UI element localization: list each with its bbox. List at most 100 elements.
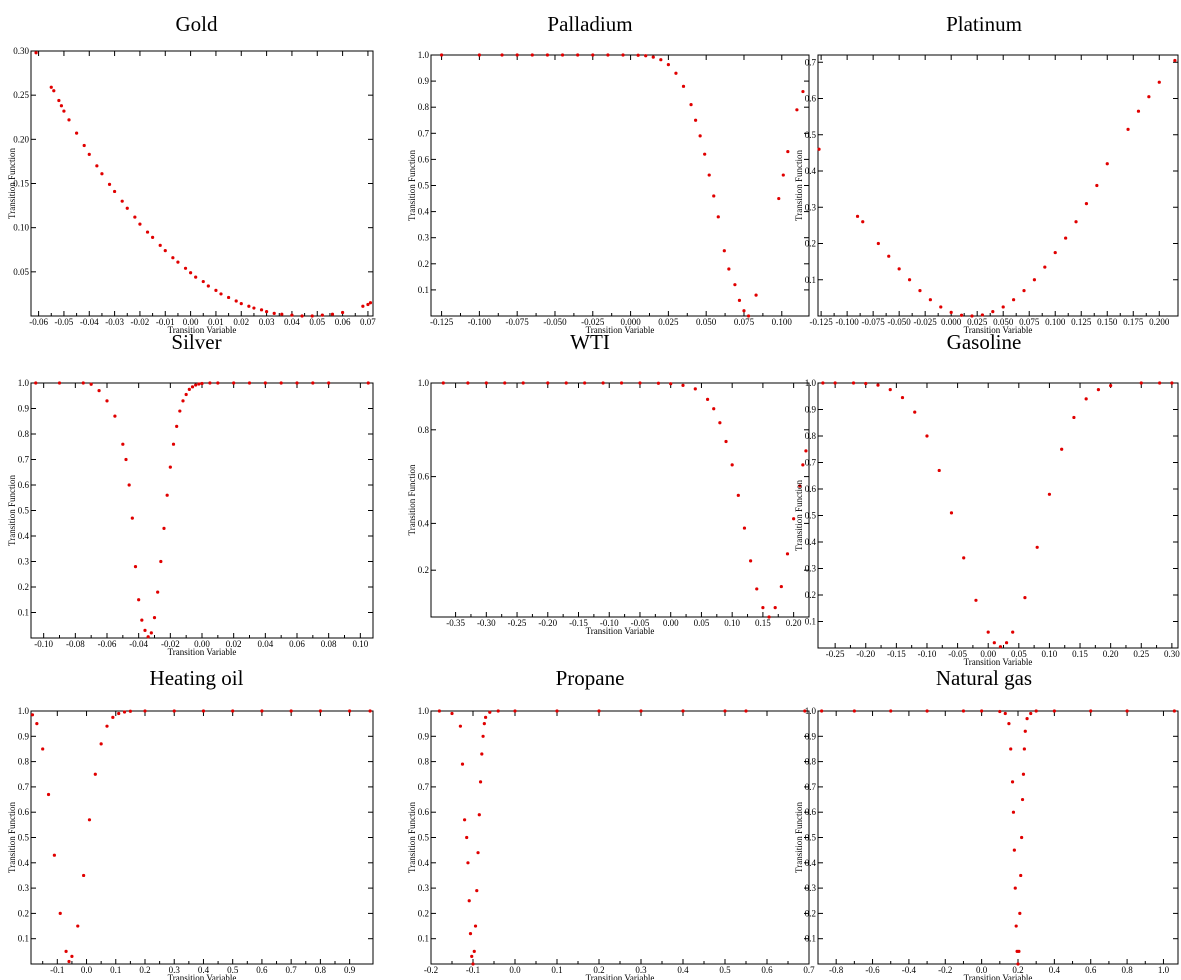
data-point bbox=[82, 873, 86, 878]
chart-title: WTI bbox=[570, 330, 610, 354]
data-point bbox=[145, 230, 150, 234]
x-tick-label: -0.10 bbox=[34, 639, 53, 649]
data-point bbox=[35, 722, 39, 726]
x-tick-label: -0.25 bbox=[508, 618, 527, 628]
data-point bbox=[143, 628, 147, 632]
y-tick-label: 0.7 bbox=[805, 458, 817, 468]
data-point bbox=[1136, 109, 1141, 113]
data-point bbox=[1084, 397, 1088, 401]
data-point bbox=[974, 598, 978, 602]
data-point bbox=[458, 724, 462, 728]
x-tick-label: 0.075 bbox=[1019, 317, 1040, 327]
chart-plot-gasoline: -0.25 -0.20 -0.15 -0.10 -0.05 0.00 0.05 0.10 0.1… bbox=[794, 378, 1180, 667]
data-point bbox=[821, 381, 825, 385]
data-point bbox=[124, 457, 128, 462]
plot-frame bbox=[430, 710, 810, 965]
data-point bbox=[163, 249, 167, 253]
data-point bbox=[481, 734, 485, 738]
x-tick-label: -0.075 bbox=[862, 317, 886, 327]
chart-title: Propane bbox=[555, 666, 625, 690]
data-point bbox=[852, 709, 856, 713]
data-point bbox=[46, 792, 51, 797]
y-tick-label: 0.6 bbox=[418, 807, 430, 817]
data-point bbox=[368, 301, 373, 305]
data-point bbox=[992, 641, 996, 645]
data-point bbox=[998, 709, 1002, 714]
x-tick-label: -0.6 bbox=[865, 965, 880, 975]
x-tick-label: 0.7 bbox=[803, 965, 815, 975]
chart-title: Platinum bbox=[946, 12, 1022, 36]
y-tick-label: 0.5 bbox=[418, 833, 430, 843]
data-point bbox=[67, 959, 71, 964]
data-point bbox=[201, 279, 205, 284]
data-point bbox=[746, 314, 751, 318]
data-point bbox=[621, 53, 625, 57]
data-point bbox=[1011, 630, 1015, 634]
data-point bbox=[761, 606, 765, 610]
data-point bbox=[311, 381, 315, 385]
x-tick-label: 0.04 bbox=[284, 317, 300, 327]
x-tick-label: 0.08 bbox=[321, 639, 337, 649]
chart-title: Gasoline bbox=[946, 330, 1022, 354]
data-point bbox=[619, 381, 624, 385]
data-point bbox=[786, 149, 790, 154]
data-point bbox=[754, 293, 758, 297]
data-point bbox=[1018, 911, 1022, 915]
data-point bbox=[231, 709, 235, 713]
x-tick-label: 0.1 bbox=[110, 965, 121, 975]
y-axis-label: Transition Function bbox=[407, 464, 417, 535]
data-point bbox=[175, 424, 179, 428]
y-tick-label: 0.8 bbox=[18, 757, 30, 767]
x-tick-label: 0.01 bbox=[208, 317, 224, 327]
data-point bbox=[795, 108, 799, 112]
data-point bbox=[851, 381, 856, 385]
x-tick-label: 0.6 bbox=[761, 965, 773, 975]
x-tick-label: -0.20 bbox=[538, 618, 557, 628]
y-tick-label: 0.2 bbox=[418, 259, 429, 269]
plot-frame bbox=[30, 710, 374, 965]
data-point bbox=[117, 711, 121, 716]
data-point bbox=[465, 835, 469, 840]
y-axis-label: Transition Function bbox=[407, 150, 417, 221]
data-point bbox=[130, 516, 134, 520]
data-point bbox=[477, 53, 481, 57]
data-point bbox=[606, 53, 610, 57]
y-tick-label: 0.6 bbox=[18, 480, 30, 490]
x-tick-label: -0.075 bbox=[506, 317, 530, 327]
data-point bbox=[644, 54, 648, 58]
x-axis-label: Transition Variable bbox=[168, 973, 237, 980]
data-point bbox=[466, 861, 470, 865]
data-point bbox=[1020, 835, 1024, 840]
data-point bbox=[1022, 289, 1026, 293]
x-tick-label: 0.10 bbox=[724, 618, 740, 628]
data-point bbox=[1004, 641, 1009, 645]
data-point bbox=[601, 381, 605, 385]
x-tick-label: -0.08 bbox=[66, 639, 85, 649]
x-tick-label: -0.2 bbox=[938, 965, 952, 975]
x-tick-label: -0.100 bbox=[836, 317, 860, 327]
x-tick-label: 0.4 bbox=[677, 965, 689, 975]
x-tick-label: 0.03 bbox=[259, 317, 275, 327]
chart-plot-silver: -0.10 -0.08 -0.06 -0.04 -0.02 0.00 0.02 0.04 0.0… bbox=[7, 378, 374, 657]
x-tick-label: 0.8 bbox=[1121, 965, 1133, 975]
x-tick-label: 0.175 bbox=[1123, 317, 1144, 327]
data-point bbox=[1084, 202, 1089, 206]
chart-panel-palladium: Palladium -0.125 -0.100 -0.075 -0.050 -0.025… bbox=[393, 0, 810, 335]
data-point bbox=[949, 511, 954, 515]
data-point bbox=[93, 772, 97, 776]
data-point bbox=[959, 313, 964, 317]
data-point bbox=[290, 313, 294, 317]
x-tick-label: 0.075 bbox=[734, 317, 755, 327]
data-point bbox=[1011, 810, 1016, 814]
data-point bbox=[820, 709, 824, 713]
data-point bbox=[100, 172, 104, 176]
data-point bbox=[564, 381, 568, 385]
data-point bbox=[178, 409, 182, 413]
y-tick-label: 0.8 bbox=[18, 429, 30, 439]
x-tick-label: -0.10 bbox=[918, 649, 937, 659]
y-tick-label: 0.2 bbox=[418, 908, 429, 918]
data-point bbox=[477, 813, 481, 817]
data-point bbox=[472, 949, 476, 953]
y-axis-label: Transition Function bbox=[794, 480, 804, 551]
data-point bbox=[887, 254, 891, 258]
